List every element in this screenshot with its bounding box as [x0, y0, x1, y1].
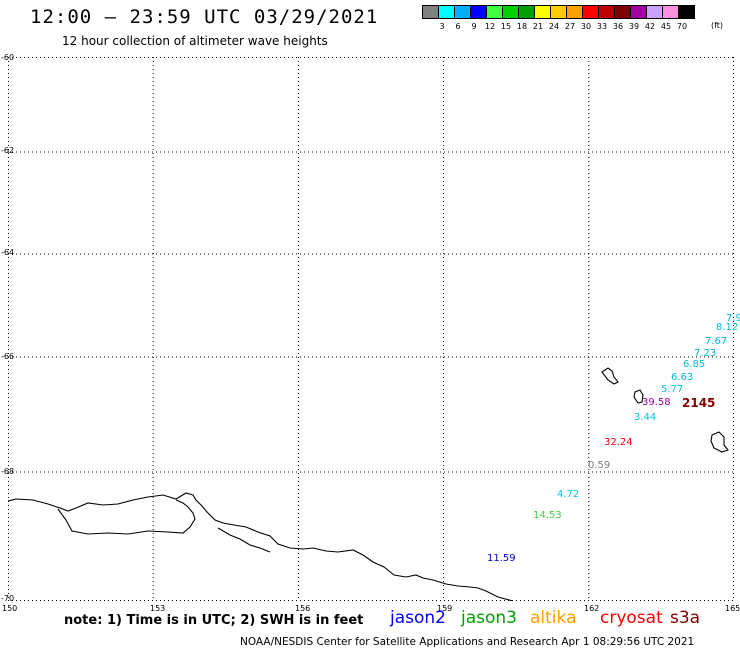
- legend-swatch-label: 18: [516, 22, 528, 31]
- latitude-tick-label: -68: [1, 467, 15, 476]
- longitude-tick-label: 156: [295, 604, 311, 613]
- legend-swatch-label: 6: [455, 22, 461, 31]
- island-c: [710, 431, 729, 453]
- satellite-label-cryosat: cryosat: [600, 608, 663, 628]
- wave-height-value: 11.59: [487, 553, 516, 564]
- wave-height-value: 8.12: [716, 322, 739, 333]
- legend-swatch-label: 12: [484, 22, 496, 31]
- legend-swatch-label: 33: [596, 22, 608, 31]
- legend-swatch: 42: [630, 5, 655, 31]
- legend-swatch: 6: [438, 5, 461, 31]
- coastal-island-outline: [57, 499, 196, 535]
- legend-swatch: 45: [646, 5, 671, 31]
- wave-height-value: 39.58: [642, 397, 671, 408]
- legend-swatch-label: 21: [532, 22, 544, 31]
- legend-swatch: 33: [582, 5, 607, 31]
- legend-swatch: 39: [614, 5, 639, 31]
- legend-swatch-label: 3: [439, 22, 445, 31]
- satellite-label-altika: altika: [530, 608, 577, 628]
- coastline: [8, 367, 729, 601]
- legend-swatch-label: 70: [676, 22, 688, 31]
- legend-swatch: 27: [550, 5, 575, 31]
- wave-height-value: 4.72: [557, 489, 580, 500]
- wave-height-value: 6.85: [683, 359, 706, 370]
- wave-height-value: 3.44: [634, 412, 657, 423]
- legend-swatch: 9: [454, 5, 477, 31]
- longitude-tick-label: 162: [584, 604, 600, 613]
- legend-swatch: 70: [662, 5, 687, 31]
- units-note: note: 1) Time is in UTC; 2) SWH is in fe…: [64, 613, 364, 628]
- map-subtitle: 12 hour collection of altimeter wave hei…: [62, 34, 328, 48]
- legend-swatch-label: 15: [500, 22, 512, 31]
- legend-swatch: 30: [566, 5, 591, 31]
- latitude-tick-label: -62: [1, 146, 15, 155]
- legend-swatch-label: 27: [564, 22, 576, 31]
- longitude-tick-label: 153: [150, 604, 166, 613]
- legend-swatch-label: 36: [612, 22, 624, 31]
- wave-height-value: 2145: [682, 396, 716, 410]
- legend-swatch: 36: [598, 5, 623, 31]
- antarctic-coastline: [8, 492, 514, 601]
- wave-height-color-legend: 3 6 9 12 15 18 21 24 27 30 33 36 39 42 45 70: [422, 5, 695, 31]
- island-b: [633, 389, 644, 404]
- legend-swatch-label: 45: [660, 22, 672, 31]
- longitude-tick-label: 165: [725, 604, 740, 613]
- wave-height-value: 7.23: [694, 348, 717, 359]
- map-title: 12:00 – 23:59 UTC 03/29/2021: [30, 6, 379, 28]
- legend-swatch-label: 39: [628, 22, 640, 31]
- longitude-tick-label: 159: [437, 604, 453, 613]
- map-plot-area: [8, 57, 734, 601]
- legend-swatch: 15: [486, 5, 511, 31]
- latitude-tick-label: -64: [1, 248, 15, 257]
- satellite-label-jason3: jason3: [461, 608, 517, 628]
- latitude-tick-label: -66: [1, 352, 15, 361]
- latitude-tick-label: -70: [1, 594, 15, 603]
- legend-swatch-label: 42: [644, 22, 656, 31]
- legend-swatch: 21: [518, 5, 543, 31]
- legend-swatch: 3: [422, 5, 445, 31]
- legend-unit: (ft): [711, 21, 724, 30]
- satellite-label-s3a: s3a: [670, 608, 701, 628]
- footer-credit: NOAA/NESDIS Center for Satellite Applica…: [240, 636, 695, 648]
- legend-swatch-label: 30: [580, 22, 592, 31]
- wave-height-value: 7.9: [726, 313, 740, 324]
- satellite-label-jason2: jason2: [390, 608, 446, 628]
- wave-height-value: 5.77: [661, 384, 684, 395]
- wave-height-value: 6.63: [671, 372, 694, 383]
- island-a: [601, 367, 619, 385]
- legend-swatch: 12: [470, 5, 495, 31]
- lat-lon-grid: [8, 57, 734, 601]
- wave-height-value: 0.59: [588, 460, 611, 471]
- wave-height-value: 14.53: [533, 510, 562, 521]
- wave-height-value: 32.24: [604, 437, 633, 448]
- legend-swatch: [678, 5, 695, 19]
- legend-swatch-label: 24: [548, 22, 560, 31]
- latitude-tick-label: -60: [1, 53, 15, 62]
- legend-swatch: 24: [534, 5, 559, 31]
- wave-height-value: 7.67: [705, 336, 728, 347]
- longitude-tick-label: 150: [2, 604, 18, 613]
- legend-swatch-label: 9: [471, 22, 477, 31]
- legend-swatch: 18: [502, 5, 527, 31]
- coastal-inlet-outline: [217, 527, 271, 553]
